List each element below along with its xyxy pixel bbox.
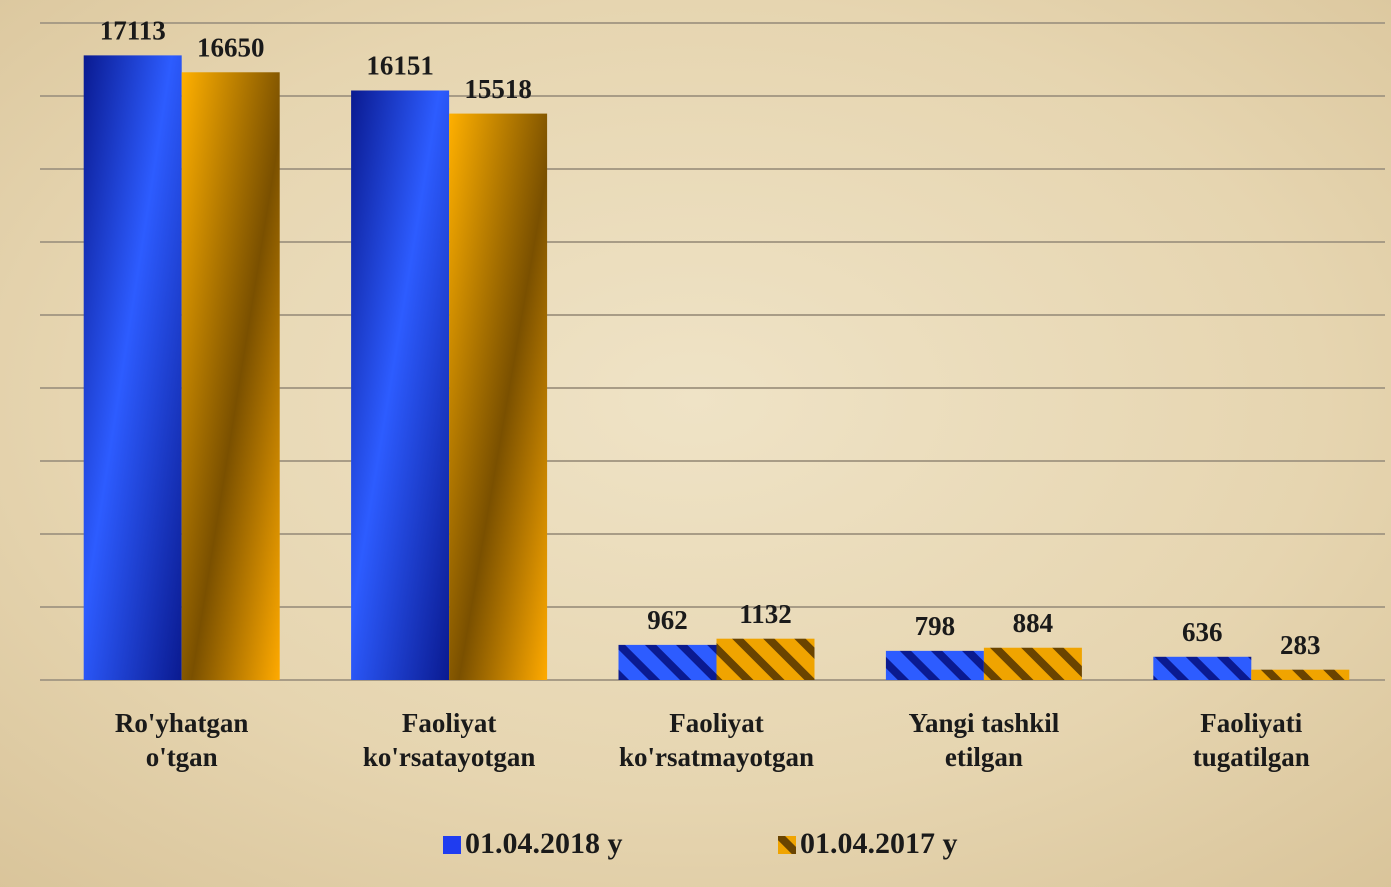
legend-swatch [778,836,796,854]
x-tick-label: Faoliyati [1200,708,1302,738]
x-tick-label: Yangi tashkil [908,708,1059,738]
bar [83,55,182,681]
bar [885,650,984,680]
legend-label: 01.04.2017 y [800,827,958,860]
bar [716,638,815,680]
bar [1153,656,1252,680]
value-label: 636 [1182,617,1223,647]
value-label: 884 [1013,608,1054,638]
value-label: 16650 [197,32,265,62]
bar [618,644,717,680]
bar [1251,669,1350,680]
value-label: 798 [915,611,956,641]
x-tick-label: tugatilgan [1193,742,1310,772]
legend-swatch [443,836,461,854]
legend-label: 01.04.2018 y [465,827,623,860]
value-label: 15518 [464,74,532,104]
value-label: 16151 [366,51,434,81]
x-tick-label: Faoliyat [402,708,497,738]
bar [351,90,450,680]
x-tick-label: ko'rsatmayotgan [619,742,814,772]
x-tick-label: etilgan [945,742,1023,772]
value-label: 17113 [100,16,166,46]
bar [983,647,1082,680]
x-tick-label: o'tgan [146,742,218,772]
x-tick-label: ko'rsatayotgan [363,742,536,772]
value-label: 962 [647,605,688,635]
value-label: 283 [1280,630,1321,660]
x-tick-label: Faoliyat [669,708,764,738]
x-tick-label: Ro'yhatgan [115,708,249,738]
value-label: 1132 [739,599,792,629]
bar [449,113,548,680]
bar [181,72,280,680]
